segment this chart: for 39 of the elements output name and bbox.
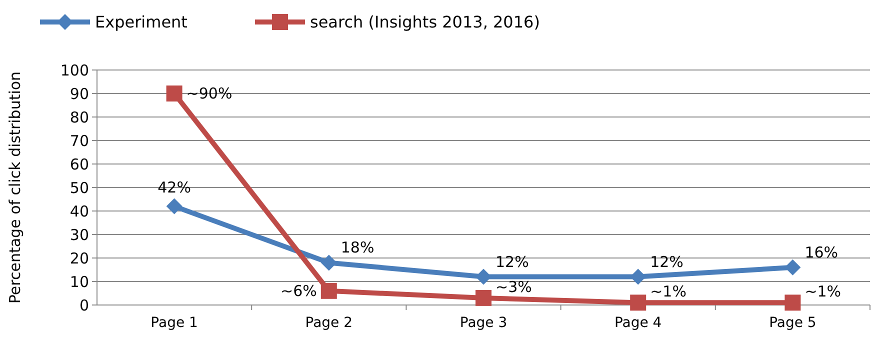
point	[320, 282, 337, 299]
y-tick-label: 40	[70, 202, 89, 220]
data-label: 16%	[804, 243, 838, 262]
x-tick-label: Page 4	[614, 315, 662, 331]
data-label: 42%	[158, 178, 191, 196]
x-tick-label: Page 5	[769, 315, 816, 331]
x-tick-label: Page 1	[150, 315, 198, 331]
data-label: 12%	[496, 252, 529, 271]
x-tick-label: Page 3	[460, 315, 508, 331]
point	[166, 86, 182, 102]
point	[630, 268, 646, 285]
point	[630, 294, 646, 311]
point	[320, 254, 337, 271]
point	[476, 268, 492, 285]
y-tick-label: 70	[70, 132, 89, 150]
x-tick-label: Page 2	[305, 315, 353, 331]
legend-label: search (Insights 2013, 2016)	[310, 12, 540, 32]
data-label: ~90%	[186, 84, 232, 102]
y-tick-label: 30	[70, 226, 89, 244]
y-tick-label: 10	[70, 272, 89, 291]
y-axis-title: Percentage of click distribution	[6, 71, 24, 304]
data-label: ~1%	[804, 282, 842, 301]
point	[476, 290, 492, 306]
point	[166, 198, 182, 214]
data-label: ~3%	[496, 278, 532, 296]
y-tick-label: 0	[79, 296, 89, 314]
data-label: ~6%	[280, 282, 317, 300]
legend-label: Experiment	[95, 12, 188, 32]
y-tick-label: 80	[70, 108, 89, 126]
data-label: ~1%	[650, 282, 686, 301]
point	[784, 259, 801, 276]
y-tick-label: 20	[70, 249, 89, 268]
y-tick-label: 50	[70, 178, 89, 197]
y-tick-label: 90	[70, 84, 89, 103]
point	[784, 294, 801, 311]
data-label: 18%	[340, 238, 374, 257]
y-tick-label: 60	[70, 155, 89, 174]
y-tick-label: 100	[60, 61, 89, 80]
data-label: 12%	[650, 252, 684, 271]
